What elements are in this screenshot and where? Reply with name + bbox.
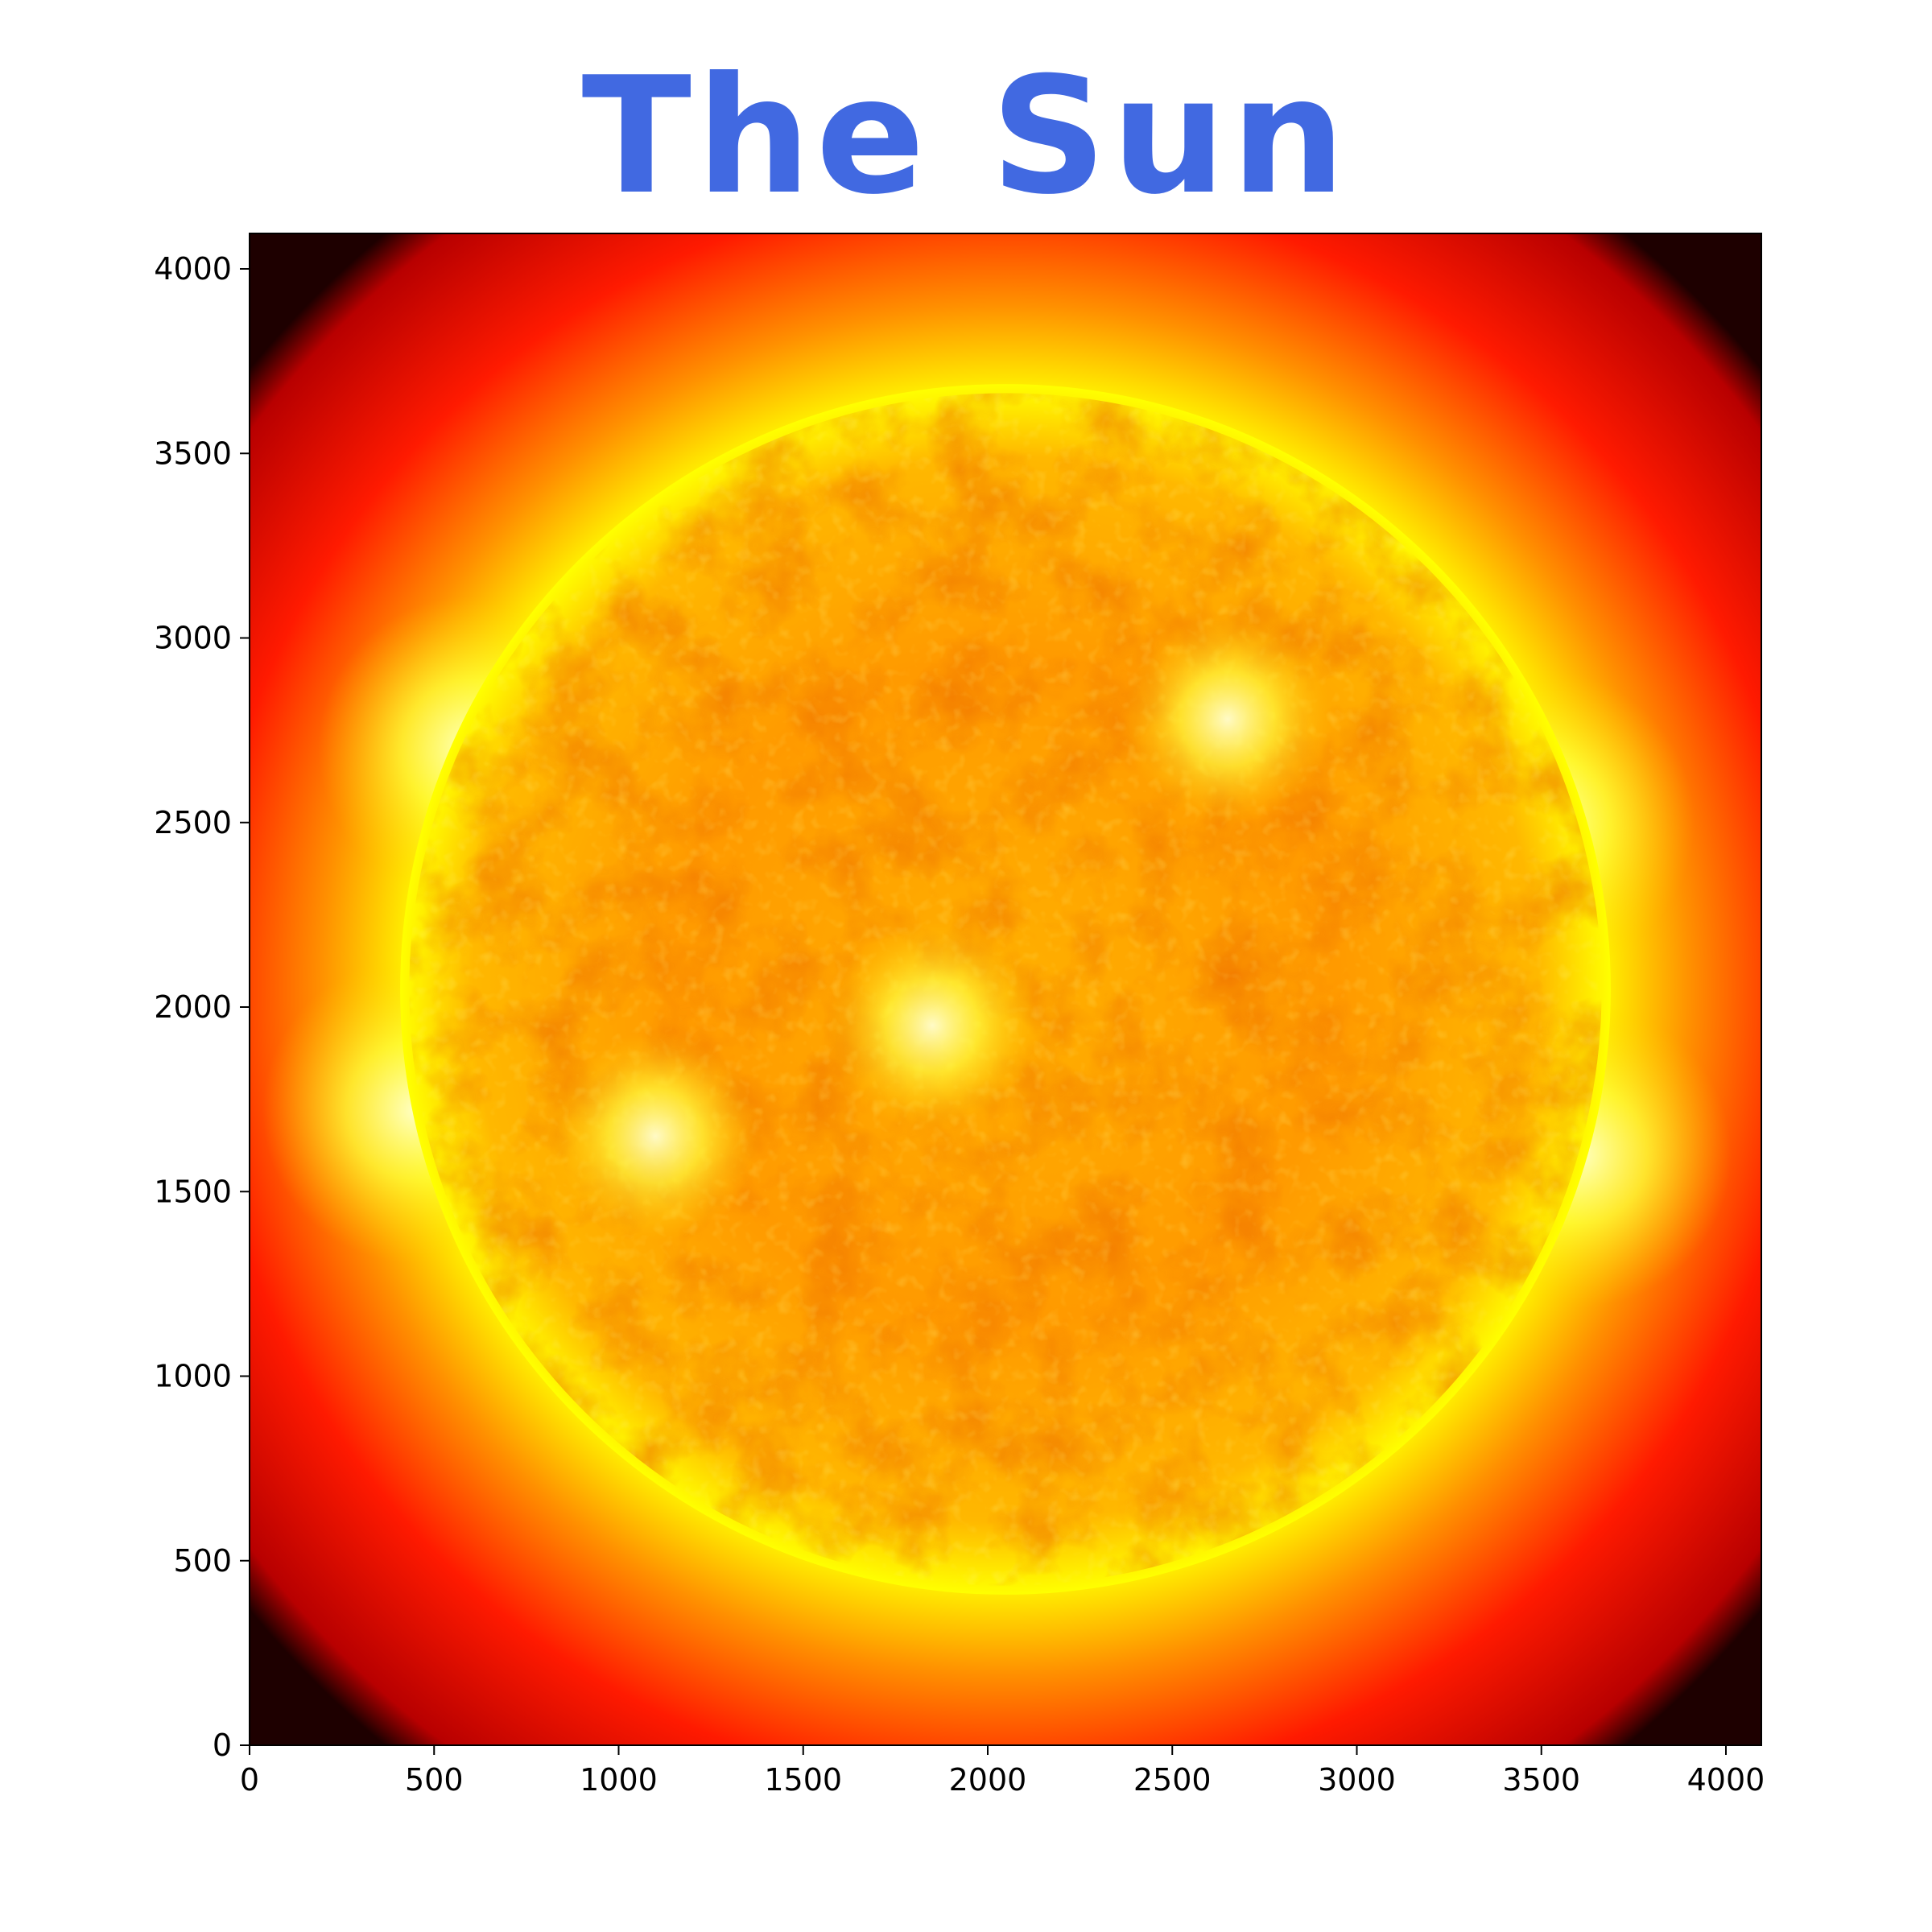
- y-tick-label: 0: [213, 1728, 232, 1763]
- y-tick-label: 3500: [154, 436, 232, 471]
- x-tick-label: 0: [240, 1762, 259, 1798]
- y-tick-label: 500: [173, 1543, 232, 1579]
- y-axis: 0 500 1000 1500 2000 2500 3000 3500 4000: [154, 251, 250, 1763]
- y-tick-label: 1000: [154, 1359, 232, 1394]
- axes-frame: [249, 233, 1762, 1746]
- y-tick-label: 2000: [154, 989, 232, 1025]
- active-region-6: [551, 1031, 761, 1241]
- x-tick-label: 2000: [949, 1762, 1027, 1798]
- y-tick-label: 4000: [154, 251, 232, 287]
- x-axis: 0 500 1000 1500 2000 2500 3000 3500 4000: [240, 1745, 1765, 1798]
- x-tick-label: 2500: [1133, 1762, 1212, 1798]
- x-tick-label: 3500: [1502, 1762, 1580, 1798]
- y-tick-label: 2500: [154, 805, 232, 840]
- x-tick-label: 500: [405, 1762, 464, 1798]
- x-tick-label: 4000: [1687, 1762, 1765, 1798]
- chart-title: The Sun: [581, 43, 1351, 230]
- x-tick-label: 3000: [1318, 1762, 1396, 1798]
- x-tick-label: 1500: [764, 1762, 842, 1798]
- active-region-4: [828, 920, 1038, 1130]
- y-tick-label: 1500: [154, 1174, 232, 1209]
- x-tick-label: 1000: [580, 1762, 658, 1798]
- image-area: [250, 233, 1761, 1745]
- disk-bright-regions: [551, 614, 1333, 1241]
- active-region-5: [1123, 614, 1333, 824]
- y-tick-label: 3000: [154, 621, 232, 656]
